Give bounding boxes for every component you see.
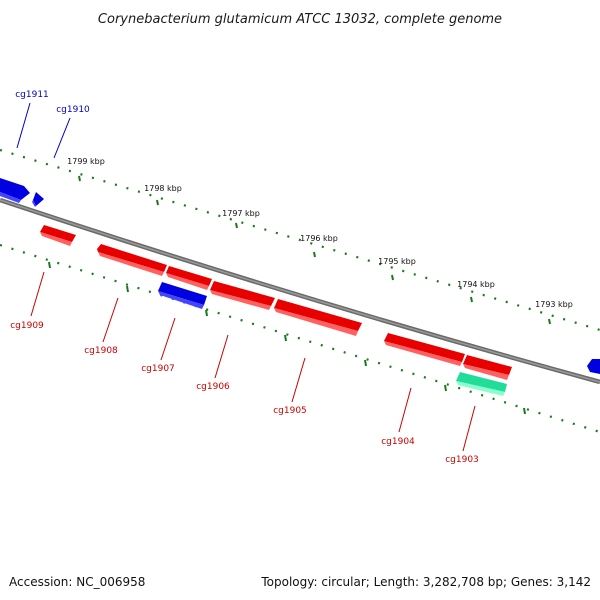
label-cg1909[interactable]: cg1909: [10, 321, 44, 331]
reverse-strand-genes: [0, 178, 600, 374]
major-tick: [48, 261, 51, 269]
major-tick: [548, 318, 551, 325]
gene-arrow-cg1903[interactable]: [456, 372, 507, 392]
outer-tick-track: [0, 148, 600, 332]
gene-arrow-cg1907[interactable]: [158, 282, 207, 305]
gene-arrow-cg1906[interactable]: [210, 281, 275, 306]
gene-arrow-cg1904-shade: [384, 341, 462, 366]
label-cg1903[interactable]: cg1903: [445, 455, 479, 465]
genome-title: Corynebacterium glutamicum ATCC 13032, c…: [98, 12, 502, 27]
gene-arrow-cg1908[interactable]: [97, 244, 167, 272]
label-cg1905[interactable]: cg1905: [273, 406, 307, 416]
scale-label-1798: 1798 kbp: [144, 184, 182, 193]
leader-cg1910: [53, 117, 71, 159]
inner-tick-dots: [0, 243, 600, 434]
leader-cg1906: [214, 334, 229, 379]
scale-label-1796: 1796 kbp: [300, 234, 338, 243]
label-cg1908[interactable]: cg1908: [84, 346, 118, 356]
label-cg1911[interactable]: cg1911: [15, 90, 49, 100]
major-tick: [313, 251, 316, 258]
scale-label-1797: 1797 kbp: [222, 209, 260, 218]
gene-arrow-cg1905-shade: [274, 308, 358, 336]
major-tick: [444, 384, 447, 392]
label-cg1904[interactable]: cg1904: [381, 437, 415, 447]
gene-arrow-right-edge[interactable]: [587, 359, 600, 374]
leader-cg1911: [16, 102, 31, 149]
label-cg1906[interactable]: cg1906: [196, 382, 230, 392]
scale-label-1795: 1795 kbp: [378, 257, 416, 266]
gene-arrow-cg1903a-shade: [463, 364, 509, 380]
gene-arrow-cg1909[interactable]: [40, 225, 76, 242]
scale-labels: 1799 kbp 1798 kbp 1797 kbp 1796 kbp 1795…: [67, 157, 573, 309]
leader-cg1903: [462, 405, 476, 452]
scale-label-1799: 1799 kbp: [67, 157, 105, 166]
gene-arrow-cg1907-shade: [158, 291, 204, 309]
leader-cg1904: [398, 387, 412, 433]
major-tick: [205, 309, 208, 317]
gene-arrow-cg1910[interactable]: [33, 192, 44, 206]
gene-arrow-cg1903-shade: [456, 381, 505, 396]
gene-arrow-cg1906a-shade: [166, 273, 209, 290]
major-tick: [126, 285, 129, 293]
major-tick: [235, 222, 238, 229]
gene-arrow-cg1910-shade: [32, 200, 36, 207]
gene-arrow-cg1911-shade: [0, 192, 21, 203]
major-tick: [364, 359, 367, 367]
label-leader-lines: [16, 102, 476, 452]
major-tick: [470, 296, 473, 303]
major-tick: [284, 334, 287, 342]
major-tick: [523, 407, 526, 415]
scale-label-1794: 1794 kbp: [457, 280, 495, 289]
gene-arrow-cg1903a[interactable]: [463, 355, 512, 375]
leader-cg1907: [160, 317, 176, 361]
accession-text: Accession: NC_006958: [9, 575, 145, 589]
gene-arrow-cg1908-shade: [98, 252, 164, 276]
gene-arrow-cg1906a[interactable]: [166, 266, 212, 286]
outer-tick-dots: [0, 148, 600, 332]
scale-label-1793: 1793 kbp: [535, 300, 573, 309]
gene-arrow-cg1909-shade: [40, 232, 72, 246]
gene-labels: cg1911 cg1910 cg1909 cg1908 cg1907 cg190…: [10, 90, 479, 465]
gene-arrow-cg1905[interactable]: [274, 299, 362, 331]
topology-text: Topology: circular; Length: 3,282,708 bp…: [260, 575, 591, 589]
leader-cg1905: [291, 357, 306, 403]
gene-arrow-cg1906-shade: [210, 290, 271, 310]
leader-cg1908: [102, 297, 119, 343]
label-cg1910[interactable]: cg1910: [56, 105, 90, 115]
leader-cg1909: [30, 271, 45, 317]
major-tick: [78, 175, 81, 182]
gene-arrow-cg1904[interactable]: [384, 333, 465, 362]
major-tick: [156, 199, 159, 206]
label-cg1907[interactable]: cg1907: [141, 364, 175, 374]
inner-tick-track: [0, 243, 600, 434]
major-tick: [391, 274, 394, 281]
forward-strand-genes: [40, 225, 512, 380]
gene-arrow-cg1911[interactable]: [0, 178, 30, 200]
genome-backbone: [0, 197, 600, 385]
